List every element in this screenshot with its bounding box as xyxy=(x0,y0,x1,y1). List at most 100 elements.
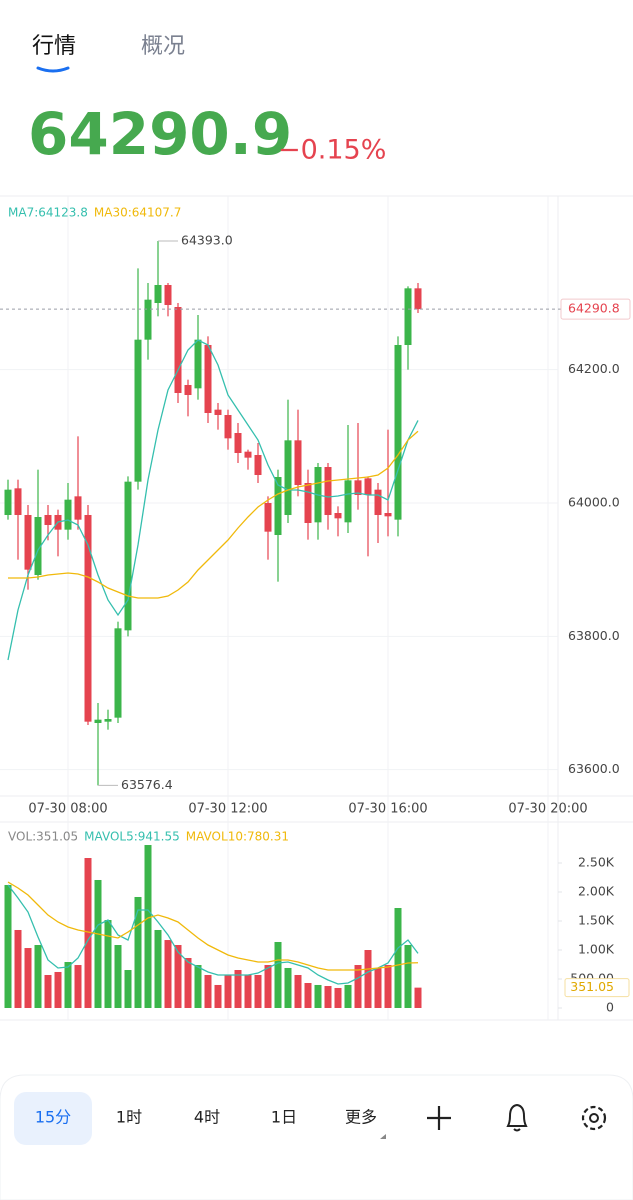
candle-body xyxy=(94,719,102,723)
add-icon[interactable] xyxy=(427,1106,451,1130)
candle-body xyxy=(114,628,122,718)
candle-body xyxy=(64,499,72,530)
volume-bar xyxy=(184,958,192,1008)
candle-body xyxy=(194,339,202,389)
volume-bar xyxy=(274,941,282,1008)
candle-body xyxy=(254,455,262,475)
volume-bar xyxy=(264,965,272,1008)
volume-bar xyxy=(114,945,122,1008)
candle-body xyxy=(304,483,312,523)
volume-bar xyxy=(214,984,222,1008)
extreme-label: 64393.0 xyxy=(181,233,233,248)
legend-entry: MA7:64123.8 xyxy=(8,206,88,220)
candle-body xyxy=(384,513,392,517)
candle-body xyxy=(224,415,232,439)
period-button[interactable]: 15分 xyxy=(35,1108,71,1127)
dropdown-mark xyxy=(380,1134,386,1139)
candle-body xyxy=(84,515,92,722)
volume-bar xyxy=(294,974,302,1008)
volume-bar xyxy=(144,845,152,1008)
y-tick-label: 0 xyxy=(606,1000,614,1015)
volume-bar xyxy=(54,971,62,1008)
candle-body xyxy=(124,481,132,631)
gear-hub xyxy=(589,1113,599,1123)
candle-body xyxy=(34,517,42,575)
volume-bar xyxy=(374,967,382,1008)
candle-body xyxy=(324,467,332,515)
toolbar: 15分 1时 4时 1日 更多 xyxy=(0,1074,633,1200)
y-tick-label: 1.50K xyxy=(578,913,615,928)
alert-icon[interactable] xyxy=(506,1103,528,1132)
ma-line xyxy=(8,430,419,599)
volume-bar xyxy=(304,983,312,1008)
last-price-tag xyxy=(560,298,631,320)
y-tick-label: 63600.0 xyxy=(568,761,620,776)
candle-body xyxy=(164,285,172,305)
volume-bar xyxy=(344,984,352,1008)
volume-bar xyxy=(354,965,362,1008)
candle-body xyxy=(24,515,32,570)
x-tick-label: 07-30 16:00 xyxy=(348,802,427,817)
y-tick-label: 2.50K xyxy=(578,855,615,870)
volume-bar xyxy=(404,945,412,1008)
volume-bar xyxy=(104,920,112,1008)
volume-bar xyxy=(14,929,22,1008)
candle-body xyxy=(354,480,362,495)
y-tick-label: 1.00K xyxy=(578,942,615,957)
tab[interactable]: 行情 xyxy=(32,34,76,59)
candle-body xyxy=(144,299,152,340)
volume-bar xyxy=(74,965,82,1008)
period-button[interactable]: 更多 xyxy=(345,1108,377,1127)
volume-bar xyxy=(44,974,52,1008)
y-tick-label: 63800.0 xyxy=(568,628,620,643)
x-tick-label: 07-30 12:00 xyxy=(188,802,267,817)
volume-bar xyxy=(174,945,182,1008)
volume-bar xyxy=(24,948,32,1008)
period-button[interactable]: 1时 xyxy=(116,1108,142,1127)
volume-bar xyxy=(364,950,372,1008)
candle-body xyxy=(274,477,282,535)
y-tick-label: 64200.0 xyxy=(568,361,620,376)
candle-body xyxy=(374,489,382,515)
period-button[interactable]: 1日 xyxy=(271,1108,297,1127)
candle-body xyxy=(74,496,82,520)
y-tick-label: 2.00K xyxy=(578,884,615,899)
candle-body xyxy=(14,488,22,515)
volume-bar xyxy=(154,929,162,1008)
gear xyxy=(581,1105,607,1131)
x-tick-label: 07-30 20:00 xyxy=(508,802,587,817)
x-tick-label: 07-30 08:00 xyxy=(28,802,107,817)
volume-bar xyxy=(314,984,322,1008)
candle-body xyxy=(154,285,162,303)
volume-bar xyxy=(284,967,292,1008)
candle-body xyxy=(134,339,142,482)
candle-body xyxy=(44,515,52,525)
period-button[interactable]: 4时 xyxy=(194,1108,220,1127)
volume-bar xyxy=(34,945,42,1008)
volume-tag xyxy=(564,978,630,998)
legend-entry: MA30:64107.7 xyxy=(94,206,182,220)
settings-icon[interactable] xyxy=(581,1105,607,1131)
candle-body xyxy=(364,478,372,495)
volume-bar xyxy=(384,965,392,1008)
volume-bar xyxy=(254,974,262,1008)
volume-bar xyxy=(224,974,232,1008)
ma-line xyxy=(7,881,419,971)
y-tick-label: 64000.0 xyxy=(568,495,620,510)
volume-bar xyxy=(414,987,422,1008)
legend-entry: MAVOL10:780.31 xyxy=(186,830,289,844)
tab[interactable]: 概况 xyxy=(141,34,185,59)
candle-body xyxy=(294,440,302,485)
candle-body xyxy=(264,503,272,532)
chart: 07-30 08:00 07-30 12:00 07-30 16:00 07-30 2… xyxy=(0,196,631,1020)
volume-tag-label: 351.05 xyxy=(570,979,614,994)
candle-body xyxy=(404,288,412,345)
volume-bar xyxy=(134,896,142,1008)
candle-body xyxy=(214,409,222,415)
candle-body xyxy=(234,433,242,453)
tab-indicator xyxy=(36,66,70,73)
candle-body xyxy=(184,385,192,395)
change: −0.15% xyxy=(278,135,386,166)
volume-bar xyxy=(164,940,172,1008)
price: 64290.9 xyxy=(28,100,292,168)
